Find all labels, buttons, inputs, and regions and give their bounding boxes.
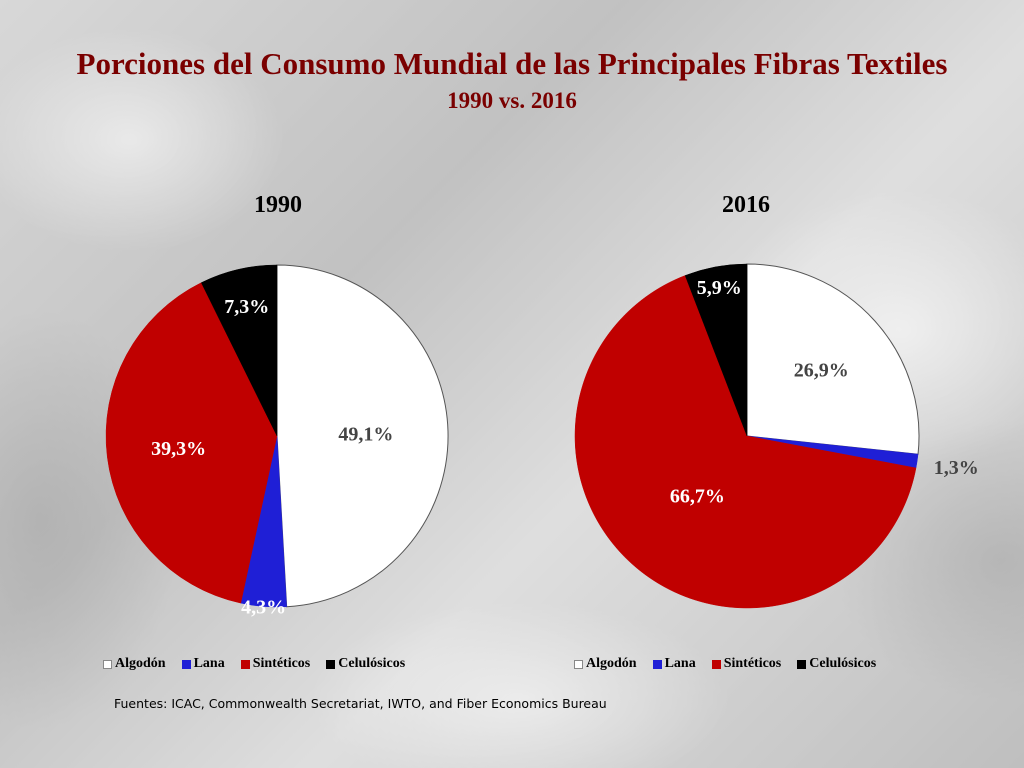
slide-title: Porciones del Consumo Mundial de las Pri… (76, 46, 948, 81)
legend-item-lana: Lana (181, 656, 225, 672)
legend-swatch-celulósicos (797, 659, 807, 669)
data-label-1990-algodón: 49,1% (338, 424, 393, 446)
legend-swatch-sintéticos (711, 659, 721, 669)
legend-label: Sintéticos (252, 656, 311, 671)
legend-item-sintéticos: Sintéticos (240, 656, 311, 672)
slice-2016-celulósicos (684, 263, 748, 437)
slide-subtitle: 1990 vs. 2016 (447, 88, 577, 113)
slice-1990-celulósicos (200, 264, 278, 437)
pie-1990-title: 1990 (254, 192, 302, 218)
data-label-2016-algodón: 26,9% (794, 359, 849, 381)
legend-swatch-sintéticos (240, 659, 250, 669)
data-label-2016-celulósicos: 5,9% (697, 277, 742, 299)
legend-item-sintéticos: Sintéticos (711, 656, 782, 672)
source-note: Fuentes: ICAC, Commonwealth Secretariat,… (114, 696, 607, 711)
slice-1990-sintéticos (105, 282, 278, 604)
legend-label: Algodón (115, 656, 166, 671)
legend-1990: Algodón Lana Sintéticos Celulósicos (103, 656, 421, 672)
legend-swatch-algodón (574, 659, 583, 669)
legend-label: Sintéticos (723, 656, 782, 671)
legend-item-celulósicos: Celulósicos (326, 656, 405, 672)
legend-label: Celulósicos (338, 656, 406, 671)
pie-1990 (105, 264, 449, 608)
legend-swatch-algodón (103, 659, 112, 669)
data-label-2016-lana: 1,3% (934, 457, 979, 479)
legend-swatch-lana (652, 659, 662, 669)
legend-item-celulósicos: Celulósicos (797, 656, 876, 672)
pie-2016-title: 2016 (722, 192, 770, 218)
legend-label: Lana (193, 656, 225, 671)
legend-item-algodón: Algodón (103, 656, 166, 672)
slice-2016-sintéticos (574, 275, 917, 609)
legend-item-lana: Lana (652, 656, 696, 672)
pie-2016 (574, 263, 920, 609)
legend-2016: Algodón Lana Sintéticos Celulósicos (574, 656, 892, 672)
slice-1990-algodón (276, 264, 449, 608)
slice-2016-algodón (746, 263, 920, 455)
data-label-2016-sintéticos: 66,7% (670, 485, 725, 507)
data-label-1990-celulósicos: 7,3% (224, 296, 269, 318)
data-label-1990-sintéticos: 39,3% (151, 438, 206, 460)
legend-item-algodón: Algodón (574, 656, 637, 672)
legend-label: Lana (664, 656, 696, 671)
legend-swatch-lana (181, 659, 191, 669)
legend-swatch-celulósicos (326, 659, 336, 669)
legend-label: Celulósicos (809, 656, 877, 671)
legend-label: Algodón (586, 656, 637, 671)
data-label-1990-lana: 4,3% (241, 597, 286, 619)
